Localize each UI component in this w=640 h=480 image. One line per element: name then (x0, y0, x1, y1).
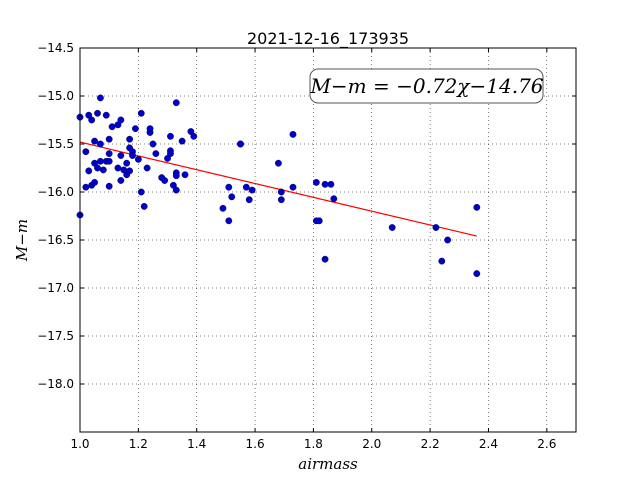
data-point (97, 140, 104, 148)
axis-ticks (79, 47, 576, 432)
x-axis-label: airmass (298, 455, 358, 473)
data-point (289, 130, 297, 138)
data-point (88, 116, 96, 124)
data-point (248, 186, 256, 194)
data-point (129, 152, 136, 159)
data-point (94, 109, 101, 117)
data-point (137, 188, 145, 196)
y-tick-label: −16.0 (37, 185, 74, 199)
data-point (388, 224, 396, 231)
data-point (289, 183, 297, 191)
data-point (245, 196, 253, 204)
x-tick-label: 1.8 (304, 437, 323, 451)
data-point (438, 257, 446, 265)
data-point (172, 186, 180, 194)
data-point (99, 166, 107, 174)
data-point (91, 178, 98, 186)
data-point (143, 164, 151, 172)
data-point (432, 224, 440, 231)
data-point (444, 236, 452, 244)
data-point (228, 193, 236, 201)
data-point (149, 140, 157, 148)
data-point (161, 177, 169, 184)
data-point (105, 135, 113, 143)
annotation-box (309, 68, 544, 104)
y-tick-label: −17.5 (37, 329, 74, 343)
data-point (108, 123, 116, 131)
data-point (134, 155, 142, 163)
data-point (172, 172, 180, 180)
fit-equation: M−m = −0.72χ−14.76 (309, 74, 543, 98)
x-tick-label: 1.6 (246, 437, 265, 451)
y-tick-label: −15.0 (37, 89, 74, 103)
x-tick-label: 2.0 (362, 437, 381, 451)
data-point (274, 159, 282, 167)
data-point (82, 148, 90, 156)
x-tick-label: 1.4 (187, 437, 206, 451)
data-point (321, 255, 329, 263)
data-point (105, 150, 113, 158)
y-tick-label: −16.5 (37, 233, 74, 247)
data-point (327, 180, 335, 188)
data-point (167, 132, 174, 140)
data-point (181, 171, 189, 179)
data-point (225, 183, 233, 191)
data-point (146, 129, 154, 136)
data-point (137, 109, 145, 117)
data-point (242, 183, 250, 191)
data-point (85, 167, 93, 175)
data-point (97, 94, 104, 102)
data-point (473, 203, 481, 211)
y-tick-label: −15.5 (37, 137, 74, 151)
y-tick-label: −14.5 (37, 41, 74, 55)
data-point (225, 217, 233, 225)
data-point (312, 178, 320, 186)
fit-line-group (79, 141, 477, 237)
data-point (140, 202, 148, 210)
data-point (126, 135, 134, 143)
data-point (105, 182, 113, 190)
data-point (117, 116, 125, 124)
data-point (219, 204, 227, 212)
data-point (315, 217, 323, 225)
x-tick-label: 2.4 (479, 437, 498, 451)
y-tick-labels: −14.5 −15.0 −15.5 −16.0 −16.5 −17.0 −17.5 −18.0 (37, 41, 74, 391)
y-tick-label: −17.0 (37, 281, 74, 295)
data-point (117, 177, 125, 184)
x-tick-labels: 1.0 1.2 1.4 1.6 1.8 2.0 2.2 2.4 2.6 (70, 437, 556, 451)
chart-title: 2021-12-16_173935 (247, 29, 409, 49)
data-point (330, 195, 338, 203)
y-axis-label: M−m (13, 219, 31, 262)
x-tick-label: 1.0 (70, 437, 89, 451)
data-point (277, 188, 285, 196)
data-point (105, 157, 113, 165)
data-point (82, 183, 90, 191)
data-point (102, 111, 110, 119)
data-point (94, 164, 101, 172)
data-point (167, 150, 174, 158)
data-point (190, 132, 198, 140)
data-point (321, 180, 329, 188)
data-points (76, 94, 481, 277)
y-tick-label: −18.0 (37, 377, 74, 391)
x-tick-label: 1.2 (129, 437, 148, 451)
x-tick-label: 2.2 (421, 437, 440, 451)
data-point (114, 164, 122, 172)
data-point (237, 140, 244, 148)
data-point (126, 167, 134, 175)
data-point (132, 125, 139, 133)
data-point (91, 137, 98, 145)
fit-line (79, 141, 477, 237)
data-point (277, 196, 285, 204)
equation-annotation: M−m = −0.72χ−14.76 (309, 68, 544, 104)
data-point (117, 152, 125, 159)
data-point (178, 137, 186, 145)
data-point (152, 150, 160, 158)
data-point (172, 99, 180, 107)
data-point (473, 270, 481, 277)
data-point (123, 159, 131, 167)
x-tick-label: 2.6 (537, 437, 556, 451)
data-point (97, 157, 104, 165)
